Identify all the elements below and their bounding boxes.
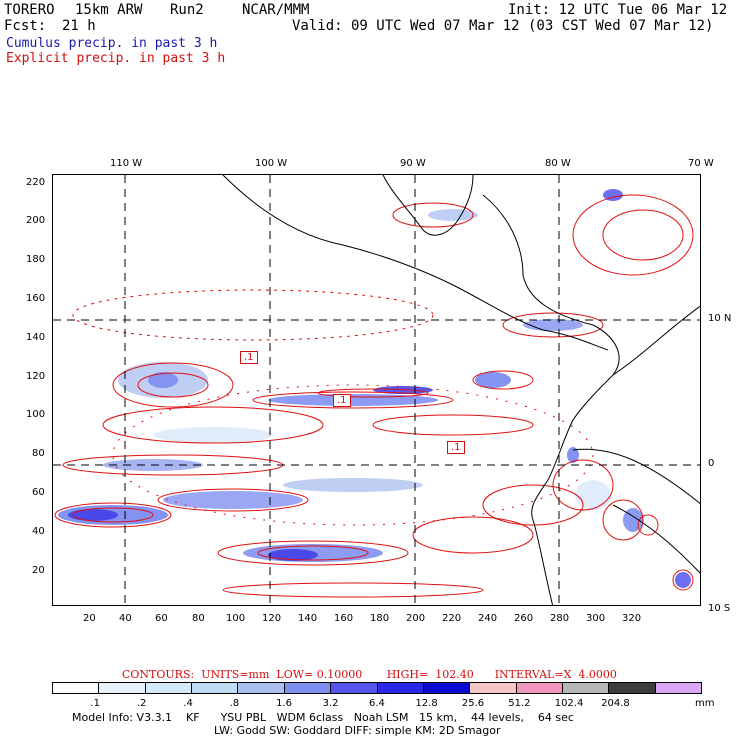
lat-lon-grid bbox=[53, 175, 700, 605]
y-tick-120: 120 bbox=[26, 371, 46, 382]
colorbar-tick-label: 25.6 bbox=[461, 698, 485, 709]
x-tick-240: 240 bbox=[478, 613, 498, 624]
model-name: TORERO bbox=[4, 2, 55, 18]
colorbar-swatch bbox=[562, 683, 610, 693]
colorbar-swatch bbox=[145, 683, 193, 693]
colorbar-swatch bbox=[377, 683, 424, 693]
run-label: Run2 bbox=[170, 2, 204, 18]
contour-label: .1 bbox=[240, 351, 258, 364]
model-info-line2: LW: Godd SW: Goddard DIFF: simple KM: 2D… bbox=[214, 724, 501, 737]
colorbar-swatch bbox=[238, 683, 285, 693]
precip-map: .1 .1 .1 bbox=[52, 174, 701, 606]
x-tick-300: 300 bbox=[586, 613, 606, 624]
init-time: Init: 12 UTC Tue 06 Mar 12 bbox=[508, 2, 728, 18]
colorbar-tick-label: 102.4 bbox=[554, 698, 584, 709]
colorbar-swatch bbox=[516, 683, 563, 693]
colorbar-swatch bbox=[470, 683, 517, 693]
contour-label: .1 bbox=[447, 441, 465, 454]
colorbar-tick-label: .1 bbox=[90, 698, 100, 709]
lon-label-110w: 110 W bbox=[110, 158, 143, 169]
lat-label-10n: 10 N bbox=[708, 313, 732, 324]
colorbar-swatch bbox=[423, 683, 471, 693]
lon-label-80w: 80 W bbox=[545, 158, 571, 169]
precip-colorbar bbox=[52, 682, 702, 694]
colorbar-swatch bbox=[53, 683, 100, 693]
x-tick-120: 120 bbox=[262, 613, 282, 624]
colorbar-swatch bbox=[284, 683, 332, 693]
x-tick-320: 320 bbox=[622, 613, 642, 624]
y-tick-60: 60 bbox=[32, 487, 45, 498]
x-tick-180: 180 bbox=[370, 613, 390, 624]
x-tick-140: 140 bbox=[298, 613, 318, 624]
colorbar-units: mm bbox=[695, 698, 715, 709]
x-tick-160: 160 bbox=[334, 613, 354, 624]
colorbar-tick-label: 204.8 bbox=[601, 698, 630, 709]
org-label: NCAR/MMM bbox=[242, 2, 310, 18]
legend-explicit: Explicit precip. in past 3 h bbox=[6, 51, 226, 66]
lon-label-70w: 70 W bbox=[688, 158, 714, 169]
x-tick-100: 100 bbox=[226, 613, 246, 624]
y-tick-140: 140 bbox=[26, 332, 46, 343]
lat-label-10s: 10 S bbox=[708, 603, 731, 614]
valid-time: Valid: 09 UTC Wed 07 Mar 12 (03 CST Wed … bbox=[292, 18, 714, 34]
x-tick-80: 80 bbox=[192, 613, 205, 624]
cumulus-precip-shading bbox=[58, 189, 691, 588]
y-tick-200: 200 bbox=[26, 215, 46, 226]
colorbar-tick-label: 6.4 bbox=[369, 698, 385, 709]
y-tick-80: 80 bbox=[32, 448, 45, 459]
colorbar-tick-label: 51.2 bbox=[508, 698, 531, 709]
x-tick-40: 40 bbox=[119, 613, 132, 624]
x-tick-20: 20 bbox=[83, 613, 96, 624]
colorbar-tick-label: 12.8 bbox=[415, 698, 438, 709]
colorbar-swatch bbox=[655, 683, 702, 693]
colorbar-tick-label: 3.2 bbox=[322, 698, 339, 709]
legend-cumulus: Cumulus precip. in past 3 h bbox=[6, 36, 218, 51]
colorbar-swatch bbox=[331, 683, 378, 693]
lon-label-100w: 100 W bbox=[255, 158, 288, 169]
y-tick-180: 180 bbox=[26, 254, 46, 265]
colorbar-tick-label: .2 bbox=[136, 698, 147, 709]
lat-label-0: 0 bbox=[708, 458, 715, 469]
y-tick-160: 160 bbox=[26, 293, 46, 304]
y-tick-220: 220 bbox=[26, 177, 46, 188]
y-tick-20: 20 bbox=[32, 565, 45, 576]
x-tick-280: 280 bbox=[550, 613, 570, 624]
colorbar-tick-label: 1.6 bbox=[276, 698, 293, 709]
x-tick-220: 220 bbox=[442, 613, 462, 624]
colorbar-tick-label: .8 bbox=[229, 698, 240, 709]
model-resolution: 15km ARW bbox=[75, 2, 143, 18]
coastlines bbox=[222, 175, 700, 605]
colorbar-swatch bbox=[99, 683, 146, 693]
x-tick-60: 60 bbox=[155, 613, 168, 624]
y-tick-40: 40 bbox=[32, 526, 45, 537]
x-tick-200: 200 bbox=[406, 613, 426, 624]
lon-label-90w: 90 W bbox=[400, 158, 426, 169]
model-info-line1: Model Info: V3.3.1 KF YSU PBL WDM 6class… bbox=[72, 711, 574, 724]
contours-info: CONTOURS: UNITS=mm LOW= 0.10000 HIGH= 10… bbox=[122, 668, 617, 681]
forecast-label: Fcst: bbox=[4, 18, 47, 34]
colorbar-swatch bbox=[192, 683, 239, 693]
colorbar-swatch bbox=[609, 683, 656, 693]
y-tick-100: 100 bbox=[26, 409, 46, 420]
x-tick-260: 260 bbox=[514, 613, 534, 624]
forecast-hour: 21 h bbox=[62, 18, 96, 34]
contour-label: .1 bbox=[333, 394, 351, 407]
colorbar-tick-label: .4 bbox=[183, 698, 193, 709]
